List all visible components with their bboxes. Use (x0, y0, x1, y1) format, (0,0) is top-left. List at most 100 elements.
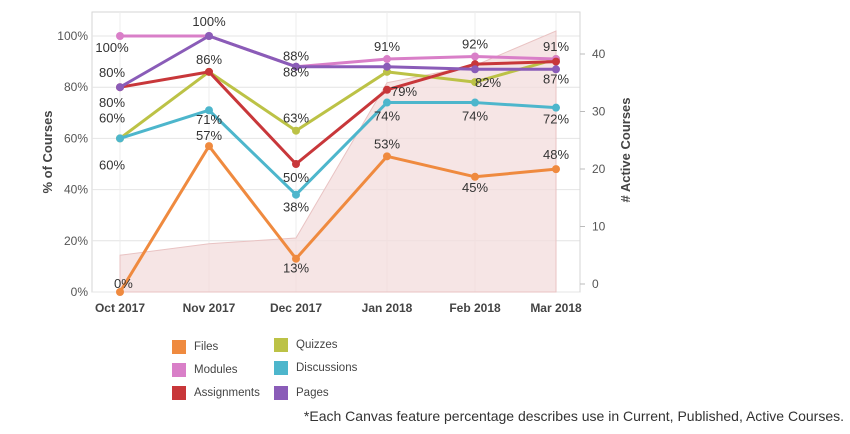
point-pages (205, 32, 213, 40)
x-tick-label: Dec 2017 (270, 301, 322, 315)
legend-label: Discussions (296, 362, 358, 374)
legend-label: Pages (296, 387, 329, 399)
point-modules (471, 52, 479, 61)
legend-item-modules: Modules (172, 363, 237, 377)
series-lines (116, 32, 560, 296)
series-line-quizzes (119, 57, 557, 140)
data-label-files: 45% (462, 180, 488, 195)
point-modules (116, 32, 124, 40)
legend-label: Quizzes (296, 339, 338, 351)
data-label-pages: 88% (283, 65, 309, 80)
legend-item-quizzes: Quizzes (274, 338, 338, 352)
data-label-modules: 100% (192, 14, 226, 29)
point-modules (383, 55, 391, 64)
point-quizzes (471, 78, 479, 87)
data-label-modules: 91% (543, 39, 569, 54)
y2-tick-label: 20 (592, 162, 606, 176)
y2-tick-label: 30 (592, 105, 606, 119)
point-discussions (552, 103, 560, 112)
point-files (383, 152, 391, 161)
point-pages (292, 62, 300, 71)
data-label-assignments: 80% (99, 65, 125, 80)
point-assignments (292, 160, 300, 168)
active-courses-area (119, 30, 557, 293)
data-label-assignments: 86% (196, 52, 222, 67)
data-label-assignments: 50% (283, 170, 309, 185)
legend-swatch (274, 338, 288, 352)
legend-item-pages: Pages (274, 386, 329, 400)
legend-swatch (274, 386, 288, 400)
legend-label: Assignments (194, 387, 260, 399)
y-axis-title: % of Courses (40, 110, 55, 193)
x-tick-label: Jan 2018 (362, 301, 413, 315)
y2-tick-label: 10 (592, 220, 606, 234)
data-label-files: 57% (196, 128, 222, 143)
data-label-files: 48% (543, 147, 569, 162)
point-discussions (205, 106, 213, 115)
series-line-pages (119, 34, 556, 89)
legend-item-discussions: Discussions (274, 361, 357, 375)
legend-label: Modules (194, 364, 238, 376)
active-courses-area-fill (119, 30, 557, 293)
legend-swatch (274, 361, 288, 375)
legend-item-files: Files (172, 340, 218, 354)
series-line-assignments (119, 60, 557, 166)
data-label-modules: 91% (374, 39, 400, 54)
point-assignments (383, 85, 391, 94)
data-label-pages: 87% (543, 71, 569, 86)
point-assignments (205, 67, 213, 76)
y-tick-label: 20% (64, 234, 88, 248)
point-files (471, 172, 479, 181)
point-discussions (383, 98, 391, 107)
data-label-files: 0% (114, 276, 133, 291)
data-label-quizzes: 63% (283, 111, 309, 126)
data-label-files: 53% (374, 136, 400, 151)
point-files (292, 254, 300, 263)
y-tick-label: 80% (64, 80, 88, 94)
legend-swatch (172, 340, 186, 354)
series-line-files (118, 144, 557, 293)
point-files (116, 288, 124, 296)
legend-item-assignments: Assignments (172, 386, 260, 400)
data-label-discussions: 71% (196, 112, 222, 127)
data-label-discussions: 38% (283, 200, 309, 215)
legend-swatch (172, 363, 186, 377)
x-tick-label: Oct 2017 (95, 301, 145, 315)
data-label-modules: 92% (462, 36, 488, 51)
data-label-files: 13% (283, 261, 309, 276)
data-label-modules: 88% (283, 49, 309, 64)
y2-tick-label: 0 (592, 277, 599, 291)
point-files (552, 165, 560, 174)
footnote: *Each Canvas feature percentage describe… (303, 408, 844, 424)
point-discussions (292, 190, 300, 199)
point-discussions (116, 134, 124, 143)
y-tick-label: 40% (64, 183, 88, 197)
legend-label: Files (194, 341, 219, 353)
data-label-discussions: 74% (374, 109, 400, 124)
point-files (205, 142, 213, 151)
point-quizzes (292, 126, 300, 135)
series-line-discussions (119, 101, 557, 197)
y2-axis-title: # Active Courses (618, 97, 633, 202)
x-tick-label: Mar 2018 (530, 301, 582, 315)
point-pages (383, 62, 391, 71)
y2-tick-label: 40 (592, 47, 606, 61)
data-labels: 0% 57% 13% 53% 45% 48% 60% 63% 82% 100% 100% 88% 91%… (95, 14, 569, 291)
point-pages (471, 65, 479, 74)
x-tick-label: Nov 2017 (183, 301, 236, 315)
data-label-discussions: 74% (462, 109, 488, 124)
point-pages (116, 83, 124, 92)
legend-swatch (172, 386, 186, 400)
data-label-pages: 80% (99, 95, 125, 110)
data-label-modules: 100% (95, 40, 129, 55)
data-label-discussions: 60% (99, 157, 125, 172)
point-assignments (552, 57, 560, 66)
point-discussions (471, 98, 479, 107)
point-pages (552, 65, 560, 74)
y-tick-label: 60% (64, 131, 88, 145)
y-tick-label: 0% (71, 285, 89, 299)
series-line-modules (120, 34, 557, 69)
axes: 0% 20% 40% 60% 80% 100% 0 10 20 30 40 Oct 2017 Nov 2… (40, 12, 633, 315)
data-label-discussions: 72% (543, 112, 569, 127)
